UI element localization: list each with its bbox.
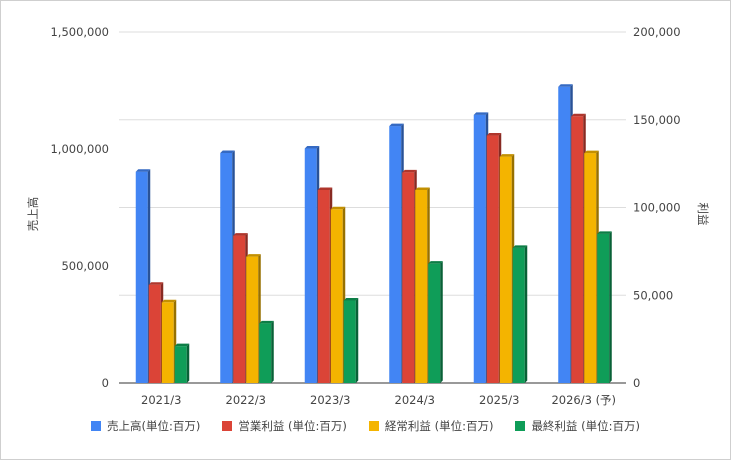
bar [428, 263, 441, 383]
bar [571, 116, 584, 384]
bar-top [343, 298, 359, 301]
left-axis-tick-label: 0 [102, 376, 109, 390]
legend-item: 経常利益 (単位:百万) [368, 417, 494, 435]
bar-top [415, 187, 430, 190]
right-axis-title: 利益 [696, 203, 710, 226]
bar [558, 86, 571, 384]
bar [317, 189, 330, 383]
bar-side [186, 343, 190, 383]
bar-top [558, 84, 573, 87]
bar [402, 172, 415, 383]
bar-top [220, 150, 235, 153]
bar-top [597, 231, 612, 234]
bar [486, 135, 499, 383]
bar-top [330, 206, 346, 210]
bar-top [304, 146, 320, 149]
bar-top [473, 112, 489, 115]
bar-top [486, 133, 502, 136]
legend-swatch [515, 421, 526, 431]
right-axis-tick-label: 150,000 [633, 113, 681, 127]
bar-top [148, 282, 164, 285]
bar-top [161, 299, 177, 303]
bar-top [259, 320, 274, 324]
x-axis-tick-label: 2023/3 [310, 393, 350, 407]
bar-side [355, 298, 359, 383]
bar-top [402, 169, 417, 173]
bar [473, 114, 486, 383]
x-axis-tick-label: 2026/3 (予) [551, 393, 616, 407]
bar-side [524, 245, 528, 383]
bar-top [512, 245, 528, 248]
bar-top [246, 254, 261, 257]
bar-top [317, 187, 333, 190]
legend-label: 売上高(単位:百万) [107, 419, 201, 433]
legend-swatch [368, 421, 379, 431]
right-axis-tick-label: 200,000 [633, 25, 681, 39]
bar [161, 302, 174, 383]
right-axis-tick-label: 100,000 [633, 201, 681, 215]
bar-top [499, 154, 515, 157]
bar-top [584, 150, 599, 154]
legend-label: 営業利益 (単位:百万) [238, 419, 347, 433]
right-axis-tick-label: 0 [633, 376, 640, 390]
x-axis-tick-label: 2021/3 [141, 393, 181, 407]
left-axis-tick-label: 1,500,000 [50, 25, 109, 39]
bar-top [428, 261, 443, 264]
bar [499, 156, 512, 383]
bar-top [135, 169, 151, 172]
bar-top [174, 343, 190, 347]
bar [389, 126, 402, 384]
bar-top [571, 113, 586, 117]
x-axis-tick-label: 2025/3 [479, 393, 519, 407]
bar-top [389, 123, 404, 127]
bar [304, 148, 317, 383]
left-axis-title: 売上高 [26, 197, 40, 232]
bar [246, 256, 259, 383]
bar [597, 233, 610, 383]
bar [343, 300, 356, 383]
bar [233, 235, 246, 383]
bar [174, 346, 187, 383]
bar [135, 171, 148, 383]
legend-swatch [91, 421, 102, 431]
legend-label: 経常利益 (単位:百万) [384, 419, 494, 433]
bar [220, 152, 233, 383]
x-axis-tick-label: 2022/3 [226, 393, 266, 407]
bar-side [271, 320, 274, 383]
bar [148, 284, 161, 383]
bar [330, 209, 343, 383]
bar [512, 247, 525, 383]
bar-side [440, 261, 443, 383]
bar [415, 189, 428, 383]
x-axis-tick-label: 2024/3 [395, 393, 435, 407]
legend-label: 最終利益 (単位:百万) [531, 419, 640, 433]
bar-top [233, 233, 248, 236]
bar [259, 323, 272, 383]
legend-item: 売上高(単位:百万) [91, 417, 200, 435]
bar-side [609, 231, 612, 383]
legend-item: 営業利益 (単位:百万) [222, 417, 347, 435]
right-axis-tick-label: 50,000 [633, 288, 673, 302]
legend-item: 最終利益 (単位:百万) [515, 417, 640, 435]
bar [584, 153, 597, 383]
left-axis-tick-label: 500,000 [61, 259, 109, 273]
chart-legend: 売上高(単位:百万) 営業利益 (単位:百万) 経常利益 (単位:百万) 最終利益 (… [0, 417, 731, 435]
left-axis-tick-label: 1,000,000 [50, 142, 109, 156]
legend-swatch [222, 421, 233, 431]
